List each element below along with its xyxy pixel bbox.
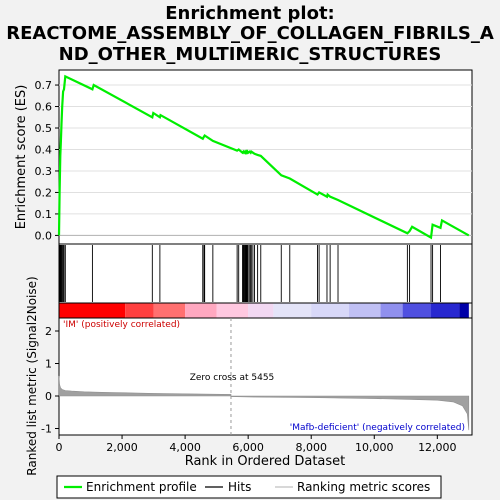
x-tick-label: 6,000 [232, 441, 264, 454]
metric-y-tick-label: -1 [41, 423, 52, 436]
es-y-tick-label: 0.0 [35, 229, 53, 242]
es-y-tick-label: 0.2 [35, 186, 53, 199]
x-tick-label: 10,000 [355, 441, 394, 454]
color-bar-segment [125, 303, 154, 318]
positive-correlation-label: 'IM' (positively correlated) [63, 320, 180, 330]
color-bar-segment [349, 303, 381, 318]
x-axis-label: Rank in Ordered Dataset [185, 454, 346, 469]
legend-metric-label: Ranking metric scores [297, 480, 430, 494]
es-gridlines [59, 84, 472, 236]
color-bar-segment [59, 303, 126, 318]
zero-cross-label: Zero cross at 5455 [190, 373, 275, 383]
hit-lines [59, 245, 441, 302]
es-y-tick-label: 0.1 [35, 208, 53, 221]
metric-y-ticks: -1 0 1 2 [41, 325, 59, 436]
metric-y-label: Ranked list metric (Signal2Noise) [25, 276, 39, 475]
hits-panel [58, 243, 473, 304]
es-y-ticks: 0.0 0.1 0.2 0.3 0.4 0.5 0.6 0.7 [35, 79, 59, 242]
legend-box [56, 475, 442, 499]
chart-title-line-1: Enrichment plot: [165, 3, 335, 24]
x-tick-label: 4,000 [169, 441, 201, 454]
color-bar-segment [431, 303, 460, 318]
es-y-tick-label: 0.4 [35, 143, 53, 156]
es-y-label: Enrichment score (ES) [14, 85, 29, 230]
es-y-tick-label: 0.7 [35, 79, 53, 92]
rank-color-bar [58, 302, 473, 319]
metric-area [58, 318, 470, 435]
x-tick-label: 0 [56, 441, 63, 454]
metric-panel [58, 317, 473, 436]
es-y-tick-label: 0.3 [35, 165, 53, 178]
color-bar-segment [459, 303, 469, 318]
color-bar-segment [380, 303, 403, 318]
es-y-tick-label: 0.6 [35, 101, 53, 114]
x-tick-label: 2,000 [106, 441, 138, 454]
metric-y-tick-label: 0 [45, 390, 52, 403]
color-bar-segment [311, 303, 350, 318]
color-bar-segment [185, 303, 217, 318]
legend-hits-label: Hits [228, 480, 251, 494]
color-bar-segment [216, 303, 249, 318]
es-y-tick-label: 0.5 [35, 122, 53, 135]
metric-y-tick-label: 1 [45, 358, 52, 371]
color-bar-segment [402, 303, 432, 318]
color-bar-segment [248, 303, 274, 318]
color-bar-segment [273, 303, 312, 318]
x-tick-label: 12,000 [418, 441, 457, 454]
legend-enrichment-label: Enrichment profile [86, 480, 197, 494]
chart-title-line-3: ND_OTHER_MULTIMERIC_STRUCTURES [59, 44, 442, 65]
enrichment-profile-line [57, 74, 470, 240]
chart-title-line-2: REACTOME_ASSEMBLY_OF_COLLAGEN_FIBRILS_A [6, 23, 494, 44]
x-tick-label: 8,000 [295, 441, 327, 454]
negative-correlation-label: 'Mafb-deficient' (negatively correlated) [290, 423, 465, 433]
es-panel [58, 69, 473, 245]
color-bar-segment [153, 303, 186, 318]
metric-y-tick-label: 2 [45, 325, 52, 338]
x-ticks: 0 2,000 4,000 6,000 8,000 10,000 12,000 [56, 435, 457, 454]
